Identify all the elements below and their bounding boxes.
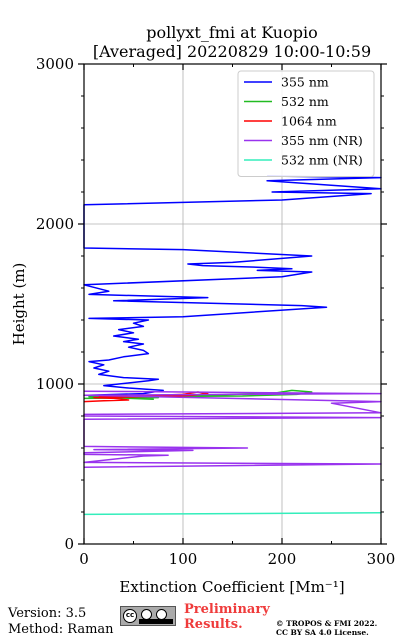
copyright-line-2: CC BY SA 4.0 License. bbox=[276, 628, 369, 637]
copyright-line-1: © TROPOS & FMI 2022. bbox=[276, 619, 378, 628]
x-tick-label: 300 bbox=[367, 550, 396, 568]
y-axis-label: Height (m) bbox=[10, 263, 28, 346]
license-strip bbox=[139, 619, 173, 624]
legend: 355 nm 532 nm 1064 nm 355 nm (NR) 532 nm (NR… bbox=[237, 70, 375, 177]
copyright-note: © TROPOS & FMI 2022. CC BY SA 4.0 Licens… bbox=[276, 619, 377, 637]
y-tick-label: 0 bbox=[64, 535, 74, 553]
legend-label: 1064 nm bbox=[281, 114, 337, 129]
cc-logo-icon: cc bbox=[123, 609, 137, 623]
x-axis-label: Extinction Coefficient [Mm⁻¹] bbox=[119, 578, 344, 596]
x-tick-label: 0 bbox=[79, 550, 89, 568]
preliminary-results-note: Preliminary Results. bbox=[184, 602, 270, 632]
extinction-profile-chart: pollyxt_fmi at Kuopio [Averaged] 2022082… bbox=[10, 23, 396, 596]
y-tick-label: 3000 bbox=[36, 55, 74, 73]
legend-label: 532 nm (NR) bbox=[281, 153, 363, 168]
series-line-5 bbox=[83, 512, 382, 516]
chart-title: pollyxt_fmi at Kuopio bbox=[146, 23, 317, 42]
y-tick-label: 1000 bbox=[36, 375, 74, 393]
series-lines bbox=[83, 175, 382, 516]
series-line-1 bbox=[83, 175, 382, 396]
cc-license-badge: cc bbox=[120, 606, 176, 626]
legend-label: 355 nm bbox=[281, 75, 329, 90]
x-tick-label: 200 bbox=[268, 550, 297, 568]
y-tick-label: 2000 bbox=[36, 215, 74, 233]
x-tick-label: 100 bbox=[169, 550, 198, 568]
legend-label: 532 nm bbox=[281, 94, 329, 109]
series-line-4 bbox=[83, 390, 382, 468]
version-label: Version: 3.5 bbox=[8, 606, 87, 621]
legend-label: 355 nm (NR) bbox=[281, 133, 363, 148]
preliminary-line-1: Preliminary bbox=[184, 602, 270, 617]
preliminary-line-2: Results. bbox=[184, 617, 243, 632]
legend-box bbox=[237, 70, 375, 177]
method-label: Method: Raman bbox=[8, 622, 114, 637]
chart-subtitle: [Averaged] 20220829 10:00-10:59 bbox=[93, 42, 371, 61]
